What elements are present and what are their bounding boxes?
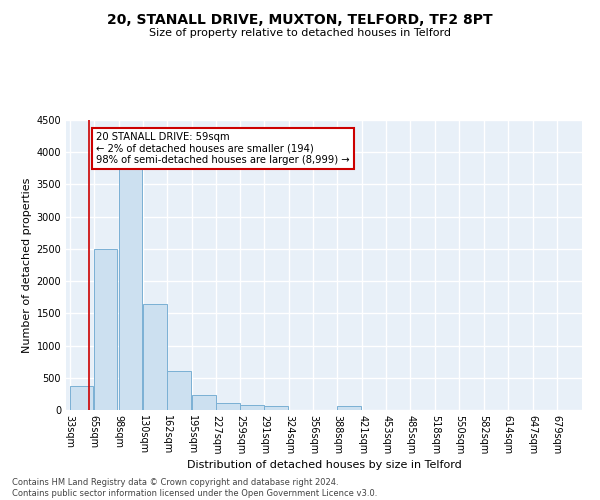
Bar <box>119 168 142 410</box>
Bar <box>337 406 361 410</box>
Bar <box>240 406 264 410</box>
Bar <box>264 406 288 410</box>
X-axis label: Distribution of detached houses by size in Telford: Distribution of detached houses by size … <box>187 460 461 470</box>
Text: Contains HM Land Registry data © Crown copyright and database right 2024.
Contai: Contains HM Land Registry data © Crown c… <box>12 478 377 498</box>
Bar <box>192 394 215 410</box>
Bar <box>216 403 239 410</box>
Bar <box>94 249 118 410</box>
Text: 20, STANALL DRIVE, MUXTON, TELFORD, TF2 8PT: 20, STANALL DRIVE, MUXTON, TELFORD, TF2 … <box>107 12 493 26</box>
Text: 20 STANALL DRIVE: 59sqm
← 2% of detached houses are smaller (194)
98% of semi-de: 20 STANALL DRIVE: 59sqm ← 2% of detached… <box>96 132 350 165</box>
Bar <box>70 386 94 410</box>
Y-axis label: Number of detached properties: Number of detached properties <box>22 178 32 352</box>
Bar <box>143 304 167 410</box>
Text: Size of property relative to detached houses in Telford: Size of property relative to detached ho… <box>149 28 451 38</box>
Bar <box>167 372 191 410</box>
